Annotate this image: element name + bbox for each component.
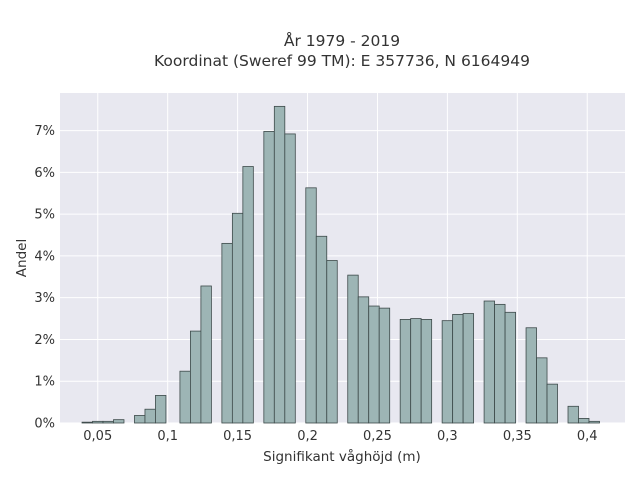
histogram-bar — [144, 408, 156, 424]
histogram-bar — [462, 313, 475, 424]
histogram-bar — [578, 418, 590, 424]
histogram-bar — [483, 300, 495, 424]
histogram-bar — [410, 318, 422, 424]
histogram-bar — [134, 415, 146, 424]
x-tick-label: 0,35 — [503, 429, 532, 444]
histogram-bar — [567, 405, 579, 424]
y-tick-label: 4% — [34, 249, 55, 264]
histogram-bar — [231, 212, 244, 424]
histogram-bar — [81, 421, 93, 424]
x-tick-label: 0,15 — [223, 429, 252, 444]
histogram-bar — [200, 285, 212, 424]
histogram-bar — [326, 260, 338, 424]
histogram-bar — [179, 370, 191, 424]
histogram-bar — [536, 357, 548, 424]
histogram-bar — [347, 274, 359, 424]
histogram-bar — [190, 330, 202, 424]
histogram-bar — [315, 235, 328, 424]
histogram-bar — [494, 303, 506, 424]
histogram-bar — [273, 105, 286, 424]
chart-subtitle: Koordinat (Sweref 99 TM): E 357736, N 61… — [154, 52, 530, 70]
histogram-bar — [452, 313, 464, 424]
y-tick-label: 2% — [34, 333, 55, 348]
y-tick-label: 5% — [34, 208, 55, 223]
x-tick-label: 0,4 — [577, 429, 598, 444]
x-tick-label: 0,2 — [297, 429, 318, 444]
y-tick-label: 1% — [34, 375, 55, 390]
histogram-bar — [155, 395, 167, 424]
x-tick-label: 0,3 — [437, 429, 458, 444]
x-axis-label: Signifikant våghöjd (m) — [263, 448, 421, 465]
x-tick-labels: 0,05 0,1 0,15 0,2 0,25 0,3 0,35 0,4 — [83, 429, 597, 444]
histogram-bar — [504, 311, 516, 424]
histogram-bar — [242, 166, 254, 424]
histogram-bar — [357, 296, 370, 424]
y-tick-label: 6% — [34, 166, 55, 181]
y-tick-label: 0% — [34, 417, 55, 432]
y-tick-label: 7% — [34, 124, 55, 139]
histogram-bar — [284, 133, 296, 424]
histogram-bar — [399, 319, 412, 424]
histogram-bar — [221, 242, 233, 424]
histogram-bar — [102, 420, 114, 424]
histogram-bar — [263, 131, 275, 424]
histogram-bar — [588, 420, 600, 424]
x-tick-label: 0,1 — [157, 429, 178, 444]
histogram-bar — [420, 319, 433, 424]
histogram-bar — [525, 327, 537, 424]
histogram-bar — [368, 305, 380, 424]
y-tick-labels: 0% 1% 2% 3% 4% 5% 6% 7% — [34, 124, 55, 431]
histogram-bar — [113, 419, 125, 424]
histogram-bar — [378, 307, 391, 424]
bars-layer — [81, 105, 600, 424]
histogram-bar — [546, 383, 558, 424]
y-tick-label: 3% — [34, 291, 55, 306]
histogram-bar — [441, 320, 454, 424]
x-tick-label: 0,25 — [363, 429, 392, 444]
histogram-bar — [92, 420, 104, 424]
x-tick-label: 0,05 — [83, 429, 112, 444]
histogram-bar — [305, 187, 317, 424]
chart-title: År 1979 - 2019 — [284, 31, 400, 50]
y-axis-label: Andel — [14, 239, 30, 277]
